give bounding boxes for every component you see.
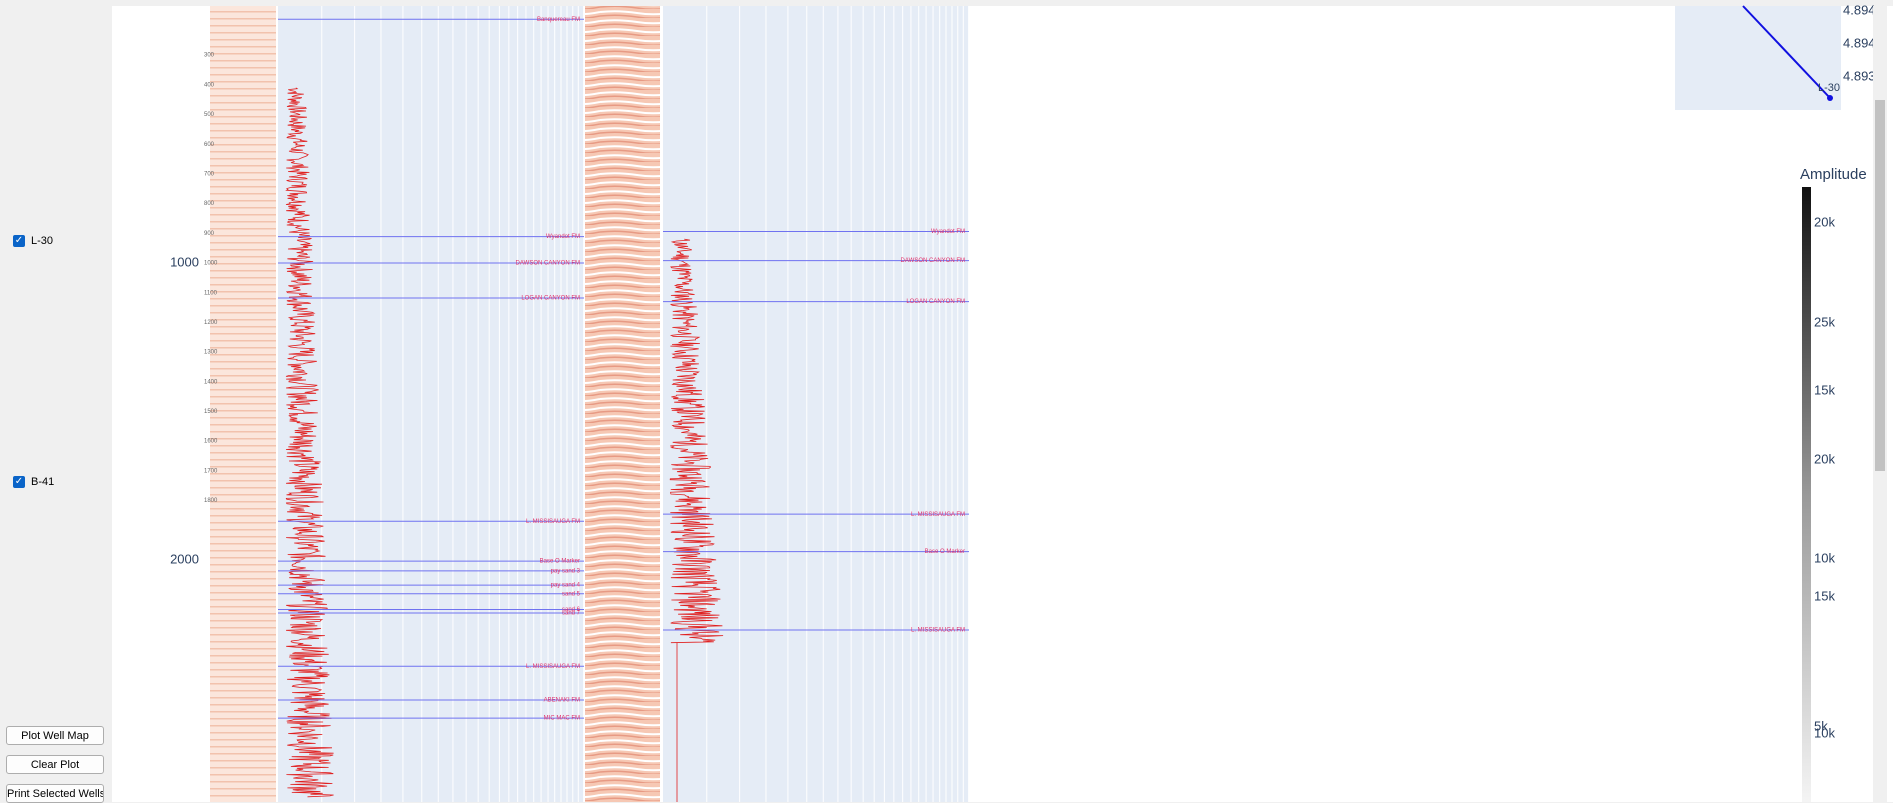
well-label: L-30 <box>31 235 54 247</box>
button[interactable]: Plot Well Map <box>6 726 104 745</box>
scroll-thumb[interactable] <box>1875 100 1885 471</box>
button[interactable]: Clear Plot <box>6 755 104 774</box>
minor-depth-tick: 700 <box>204 172 215 178</box>
map-bg <box>1675 6 1841 110</box>
minor-depth-tick: 600 <box>204 142 215 148</box>
formation-label: L. MISSISAUGA FM <box>526 664 580 670</box>
formation-label: DAWSON CANYON FM <box>901 258 965 264</box>
minor-depth-tick: 1300 <box>204 350 218 356</box>
colorbar-tick: 15k <box>1814 382 1835 397</box>
log-curve <box>669 238 724 644</box>
colorbar-title: Amplitude <box>1800 166 1867 183</box>
track-bg <box>278 6 584 802</box>
map-line <box>1742 5 1831 99</box>
colorbar-tick: 25k <box>1814 314 1835 329</box>
formation-label: pay sand 4 <box>551 583 581 589</box>
well-label: B-41 <box>31 476 55 488</box>
minor-depth-tick: 1000 <box>204 261 218 267</box>
check: ✓ <box>13 235 25 247</box>
formation-label: L. MISSISAUGA FM <box>911 512 965 518</box>
log-image <box>210 6 276 802</box>
map-tick: 4.894 <box>1843 35 1876 50</box>
formation-label: sand 7 <box>562 611 581 617</box>
depth-tick: 2000 <box>170 551 199 566</box>
minor-depth-tick: 1100 <box>204 290 218 296</box>
formation-label: sand 5 <box>562 591 581 597</box>
formation-label: MIC MAC FM <box>544 716 580 722</box>
minor-depth-tick: 300 <box>204 53 215 59</box>
colorbar-tick: 10k <box>1814 550 1835 565</box>
minor-depth-tick: 1600 <box>204 439 218 445</box>
minor-depth-tick: 800 <box>204 201 215 207</box>
formation-label: L. MISSISAUGA FM <box>911 628 965 634</box>
formation-label: sand 6 <box>562 607 581 613</box>
button[interactable]: Print Selected Wells <box>6 784 104 803</box>
colorbar <box>1802 187 1811 802</box>
depth-tick: 1000 <box>170 254 199 269</box>
formation-label: L. MISSISAUGA FM <box>526 519 580 525</box>
formation-label: LOGAN CANYON FM <box>521 296 580 302</box>
colorbar-tick: 10k <box>1814 725 1835 740</box>
minor-depth-tick: 400 <box>204 82 215 88</box>
minor-depth-tick: 1400 <box>204 379 218 385</box>
formation-label: ABENAKI FM <box>544 698 580 704</box>
minor-depth-tick: 1800 <box>204 498 218 504</box>
formation-label: pay sand 3 <box>551 568 581 574</box>
log-curve <box>285 87 334 798</box>
track-bg <box>663 6 969 802</box>
formation-label: Banquereau FM <box>537 17 580 23</box>
map-label: L-30 <box>1818 82 1840 94</box>
map-tick: 4.894 <box>1843 2 1876 17</box>
formation-label: Wyandot FM <box>931 229 965 235</box>
map-well <box>1827 95 1833 101</box>
formation-label: Base O Marker <box>925 549 965 555</box>
formation-label: DAWSON CANYON FM <box>516 261 580 267</box>
colorbar-tick: 5k <box>1814 718 1828 733</box>
formation-label: Base O Marker <box>540 559 580 565</box>
colorbar-tick: 20k <box>1814 451 1835 466</box>
minor-depth-tick: 900 <box>204 231 215 237</box>
seismic <box>585 6 660 802</box>
colorbar-tick: 15k <box>1814 588 1835 603</box>
formation-label: LOGAN CANYON FM <box>906 299 965 305</box>
colorbar-tick: 20k <box>1814 214 1835 229</box>
minor-depth-tick: 1700 <box>204 468 218 474</box>
formation-label: Wyandot FM <box>546 234 580 240</box>
sidebar: ✓ L-30 ✓ B-41 Plot Well Map Clear Plot Pri… <box>0 0 112 803</box>
check: ✓ <box>13 476 25 488</box>
minor-depth-tick: 500 <box>204 112 215 118</box>
well-checkbox[interactable]: ✓ B-41 <box>13 476 54 488</box>
map-tick: 4.893 <box>1843 68 1876 83</box>
well-checkbox[interactable]: ✓ L-30 <box>13 235 53 247</box>
minor-depth-tick: 1200 <box>204 320 218 326</box>
minor-depth-tick: 1500 <box>204 409 218 415</box>
